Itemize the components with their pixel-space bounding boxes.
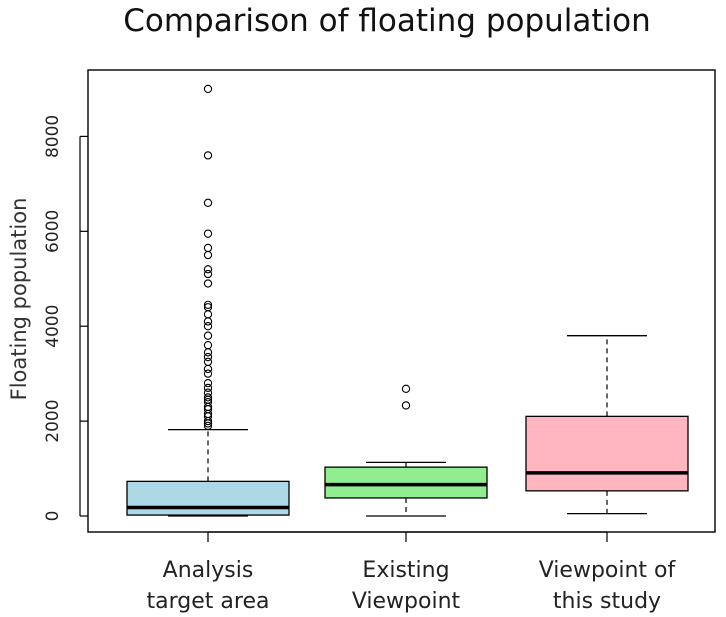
x-axis: Analysis target area Existing Viewpoint View… [147, 531, 677, 614]
y-axis: 0 2000 4000 6000 8000 [43, 115, 88, 522]
chart-title: Comparison of floating population [123, 3, 651, 39]
outlier-point [203, 198, 213, 207]
outlier-point [203, 250, 213, 260]
y-tick-label: 6000 [43, 210, 63, 253]
outlier-point [203, 317, 213, 326]
box-group-3 [525, 335, 689, 515]
outlier-point [203, 229, 213, 238]
outlier-point [203, 393, 213, 402]
category-label-line: Analysis [163, 558, 254, 583]
y-tick-label: 0 [43, 511, 63, 522]
outlier-point [203, 352, 213, 362]
y-tick-label: 8000 [43, 115, 63, 158]
box [525, 415, 689, 492]
outlier-point [203, 151, 213, 160]
outlier-point [203, 310, 213, 319]
outlier-point [401, 384, 411, 393]
y-tick-label: 4000 [43, 305, 63, 348]
category-label-line: Viewpoint [352, 589, 461, 614]
category-label-line: Existing [362, 558, 449, 583]
category-label-line: this study [553, 589, 661, 614]
outlier-point [203, 243, 213, 253]
outlier-point [203, 279, 213, 288]
category-label-line: target area [147, 589, 270, 614]
outlier-point [203, 303, 213, 312]
outlier-point [203, 300, 213, 309]
box-group-2 [324, 384, 488, 517]
outlier-point [203, 364, 213, 374]
outlier-point [203, 388, 213, 397]
outlier-point [203, 357, 213, 366]
outlier-point [203, 348, 213, 357]
box-group-1 [126, 84, 290, 517]
outlier-point [203, 341, 213, 350]
outlier-point [203, 322, 213, 331]
boxes-layer [126, 84, 689, 517]
category-label: Viewpoint of this study [539, 558, 677, 614]
outlier-point [203, 421, 213, 430]
y-tick-label: 2000 [43, 399, 63, 442]
category-label: Analysis target area [147, 558, 270, 614]
box [324, 466, 488, 499]
box [126, 480, 290, 516]
outlier-point [203, 369, 213, 378]
category-label: Existing Viewpoint [352, 558, 461, 614]
outlier-point [401, 401, 411, 410]
outlier-point [203, 269, 213, 279]
outlier-point [203, 84, 213, 94]
outlier-point [203, 331, 213, 340]
outlier-point [203, 383, 213, 393]
outlier-point [203, 378, 213, 388]
outlier-point [203, 397, 213, 407]
y-axis-label: Floating population [7, 198, 31, 401]
category-label-line: Viewpoint of [539, 558, 677, 583]
outlier-point [203, 265, 213, 274]
